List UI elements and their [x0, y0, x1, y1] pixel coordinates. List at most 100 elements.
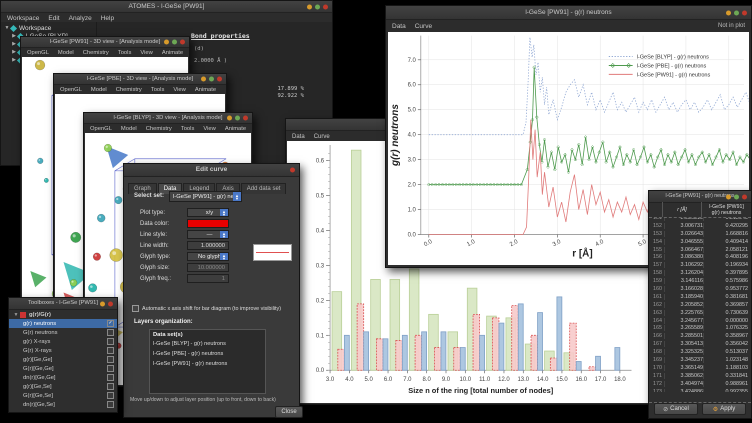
- toolbox-item[interactable]: g(r) neutrons ✓: [9, 319, 117, 328]
- checkbox-icon[interactable]: [107, 365, 114, 372]
- minimize-button[interactable]: [726, 10, 731, 15]
- menu-view[interactable]: View: [203, 125, 216, 132]
- minimize-button[interactable]: [726, 194, 731, 199]
- menu-data[interactable]: Data: [392, 22, 406, 30]
- spinner-icon[interactable]: ▲ ▼: [220, 231, 228, 238]
- table-row[interactable]: 1512.9868190.212949: [649, 218, 751, 222]
- menu-animate[interactable]: Animate: [161, 49, 184, 56]
- table-row[interactable]: 173 3.424886 0.992355: [649, 388, 751, 392]
- menu-model[interactable]: Model: [120, 125, 137, 132]
- table-row[interactable]: 172 3.404974 0.988961: [649, 380, 751, 388]
- table-row[interactable]: 159 3.146116 0.575986: [649, 277, 751, 285]
- toolbox-item[interactable]: G(r) X-rays: [9, 346, 117, 355]
- menu-curve[interactable]: Curve: [414, 22, 433, 30]
- close-button[interactable]: [243, 115, 248, 121]
- chevron-down-icon[interactable]: ▼: [4, 25, 10, 31]
- input-line-width[interactable]: 1.000000: [187, 241, 229, 250]
- column-header-gr[interactable]: l-GeSe [PW91] g(r) neutrons: [701, 202, 751, 217]
- spinner-icon[interactable]: ▲ ▼: [220, 253, 228, 260]
- checkbox-icon[interactable]: [107, 374, 114, 381]
- menu-data[interactable]: Data: [292, 133, 305, 140]
- tab-legend[interactable]: Legend: [183, 183, 216, 194]
- layer-item[interactable]: l-GeSe [BLYP] - g(r) neutrons: [153, 341, 226, 347]
- toolbox-item[interactable]: g(r)[Ge,Ge]: [9, 355, 117, 364]
- menu-view[interactable]: View: [140, 49, 153, 56]
- menu-curve[interactable]: Curve: [313, 133, 330, 140]
- menu-edit[interactable]: Edit: [48, 14, 60, 22]
- toolbox-item[interactable]: G(r)[Ge,Se]: [9, 391, 117, 400]
- table-row[interactable]: 169 3.345237 1.023148: [649, 356, 751, 364]
- minimize-button[interactable]: [227, 115, 232, 121]
- close-button[interactable]: [742, 10, 747, 15]
- menu-model[interactable]: Model: [90, 86, 107, 93]
- minimize-button[interactable]: [164, 39, 169, 45]
- menu-chemistry[interactable]: Chemistry: [145, 125, 172, 132]
- cancel-button[interactable]: ⊘ Cancel: [654, 403, 698, 415]
- close-button[interactable]: [742, 194, 747, 199]
- table-row[interactable]: 157 3.106292 0.196934: [649, 261, 751, 269]
- close-icon[interactable]: [290, 167, 295, 173]
- table-row[interactable]: 158 3.126204 0.397895: [649, 269, 751, 277]
- column-header-r[interactable]: r [Å]: [662, 202, 701, 217]
- tree-item[interactable]: ▶: [1, 48, 96, 56]
- tab-data[interactable]: Data: [157, 183, 183, 194]
- checkbox-icon[interactable]: [107, 401, 114, 408]
- menu-opengl[interactable]: OpenGL: [27, 49, 49, 56]
- toolbox-item[interactable]: G(r) neutrons: [9, 328, 117, 337]
- spinner-icon[interactable]: ▲ ▼: [220, 209, 228, 216]
- checkbox-icon[interactable]: [107, 392, 114, 399]
- apply-button[interactable]: ⚙ Apply: [702, 403, 746, 415]
- checkbox-icon[interactable]: [132, 305, 139, 312]
- close-button[interactable]: [108, 301, 113, 306]
- tab-add-data-set[interactable]: Add data set: [240, 183, 287, 194]
- close-button[interactable]: [217, 76, 222, 82]
- toolbox-item[interactable]: dn(r)[Ge,Ge]: [9, 373, 117, 382]
- close-dialog-button[interactable]: Close: [275, 406, 303, 418]
- menu-chemistry[interactable]: Chemistry: [115, 86, 142, 93]
- layer-item[interactable]: l-GeSe [PBE] - g(r) neutrons: [153, 351, 224, 357]
- minimize-button[interactable]: [100, 301, 105, 306]
- toolbox-item[interactable]: dn(r)[Ge,Se]: [9, 400, 117, 409]
- menu-opengl[interactable]: OpenGL: [60, 86, 82, 93]
- chevron-down-icon[interactable]: ▼: [13, 311, 19, 318]
- toolbox-item[interactable]: g(r) X-rays: [9, 337, 117, 346]
- table-row[interactable]: 164 3.245677 0.000000: [649, 317, 751, 325]
- tree-item[interactable]: ▶: [1, 40, 96, 48]
- table-row[interactable]: 154 3.046555 0.409414: [649, 238, 751, 246]
- combo-line-style[interactable]: — ▲ ▼: [187, 230, 229, 239]
- maximize-button[interactable]: [209, 76, 214, 82]
- line-chart-titlebar[interactable]: l-GeSe [PW91] - g(r) neutrons: [386, 6, 751, 20]
- table-row[interactable]: 162 3.205852 0.369857: [649, 301, 751, 309]
- table-row[interactable]: 163 3.225765 0.730639: [649, 309, 751, 317]
- maximize-button[interactable]: [172, 39, 177, 45]
- minimize-button[interactable]: [307, 4, 312, 9]
- table-row[interactable]: 170 3.365149 1.188103: [649, 364, 751, 372]
- menu-workspace[interactable]: Workspace: [7, 14, 40, 22]
- maximize-button[interactable]: [235, 115, 240, 121]
- maximize-button[interactable]: [734, 10, 739, 15]
- menu-opengl[interactable]: OpenGL: [90, 125, 112, 132]
- checkbox-icon[interactable]: [107, 329, 114, 336]
- maximize-button[interactable]: [315, 4, 320, 9]
- close-button[interactable]: [323, 4, 328, 9]
- menu-help[interactable]: Help: [100, 14, 115, 22]
- maximize-button[interactable]: [734, 194, 739, 199]
- checkbox-icon[interactable]: [107, 338, 114, 345]
- table-row[interactable]: 153 3.026643 1.668816: [649, 230, 751, 238]
- table-row[interactable]: 167 3.305413 0.356042: [649, 340, 751, 348]
- checkbox-icon[interactable]: ✓: [107, 320, 114, 327]
- checkbox-icon[interactable]: [107, 356, 114, 363]
- menu-view[interactable]: View: [173, 86, 186, 93]
- table-row[interactable]: 156 3.086380 0.408196: [649, 253, 751, 261]
- table-row[interactable]: 152 3.006731 0.420295: [649, 222, 751, 230]
- dialog-titlebar[interactable]: Edit curve: [124, 164, 299, 177]
- close-button[interactable]: [180, 39, 185, 45]
- table-row[interactable]: 165 3.265589 1.076325: [649, 324, 751, 332]
- menu-tools[interactable]: Tools: [117, 49, 132, 56]
- chevron-right-icon[interactable]: ▶: [12, 41, 16, 47]
- table-row[interactable]: 160 3.166028 0.953772: [649, 285, 751, 293]
- combo-glyph-type[interactable]: No glyph ▲ ▼: [187, 252, 229, 261]
- tab-graph[interactable]: Graph: [128, 183, 157, 194]
- minimize-button[interactable]: [201, 76, 206, 82]
- menu-animate[interactable]: Animate: [194, 86, 217, 93]
